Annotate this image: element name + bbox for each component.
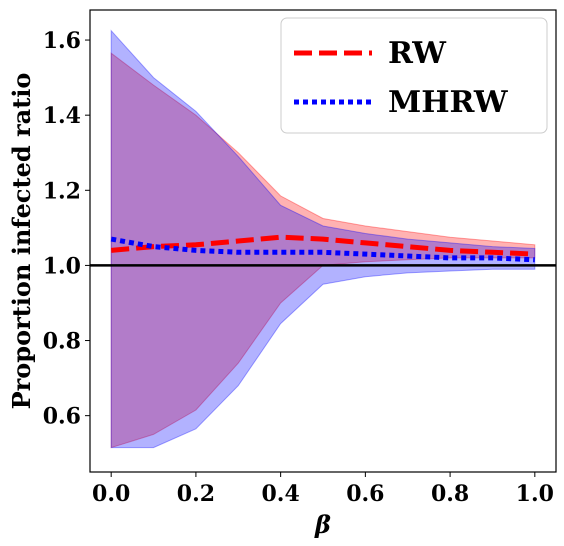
line-rw (110, 234, 535, 257)
x-tick-label: 0.6 (346, 481, 384, 507)
y-tick-label: 1.0 (43, 253, 81, 279)
x-tick-label: 0.2 (177, 481, 215, 507)
y-axis-label: Proportion infected ratio (7, 73, 36, 410)
line-mhrw (110, 236, 535, 263)
y-tick-label: 1.2 (43, 178, 81, 204)
y-tick-label: 1.4 (43, 103, 81, 129)
plot-frame (89, 9, 557, 473)
x-tick-label: 0.0 (92, 481, 130, 507)
x-tick-label: 0.4 (261, 481, 299, 507)
x-tick-label: 0.8 (431, 481, 469, 507)
y-axis: 0.6 0.8 1.0 1.2 1.4 1.6 (43, 28, 90, 430)
x-tick-label: 1.0 (516, 481, 554, 507)
y-tick-label: 0.8 (43, 329, 81, 355)
x-axis-label: β (314, 510, 331, 539)
x-axis: 0.0 0.2 0.4 0.6 0.8 1.0 (92, 472, 554, 507)
y-tick-label: 0.6 (43, 404, 81, 430)
series-lines (110, 234, 535, 263)
legend: RW MHRW (280, 17, 548, 134)
y-tick-label: 1.6 (43, 28, 81, 54)
legend-label-mhrw: MHRW (388, 85, 509, 120)
legend-box (280, 17, 548, 134)
legend-label-rw: RW (388, 36, 447, 71)
